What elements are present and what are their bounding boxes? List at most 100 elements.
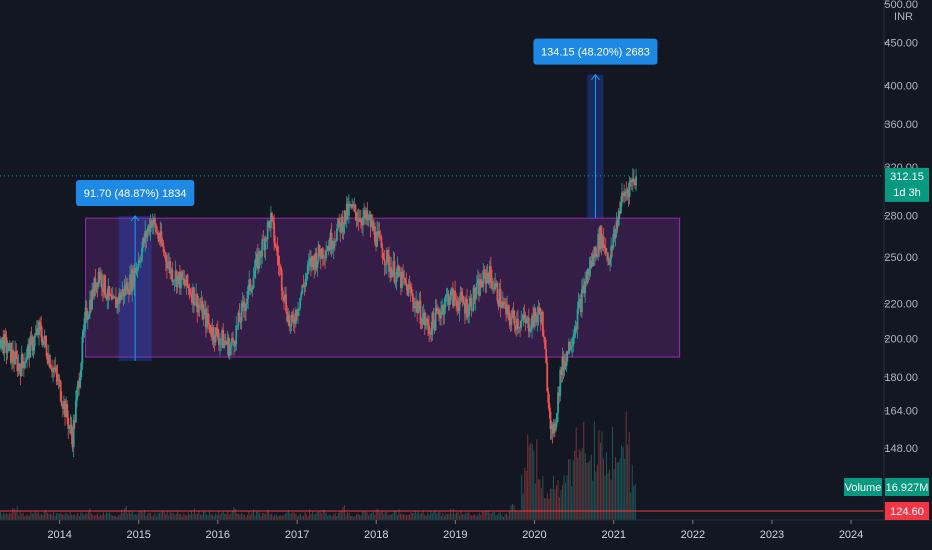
volume-bar (566, 475, 568, 520)
volume-bar (622, 447, 624, 520)
candle-body (370, 220, 373, 227)
volume-bar (230, 513, 232, 520)
volume-bar (242, 514, 244, 520)
volume-bar (433, 511, 435, 520)
candle-body (237, 312, 240, 326)
volume-bar (334, 513, 336, 520)
candle-body (322, 248, 324, 259)
candle-body (430, 331, 433, 335)
volume-bar (474, 514, 476, 520)
candle-body (411, 293, 414, 302)
volume-bar (160, 512, 162, 520)
candle-body (539, 312, 542, 323)
candle-body (567, 341, 570, 354)
candle-body (552, 423, 555, 434)
candle-body (307, 262, 310, 265)
candle-body (566, 351, 569, 354)
volume-bar (616, 462, 618, 520)
y-tick-label: 500.00 (884, 0, 918, 11)
candle-body (161, 243, 164, 246)
volume-bar (245, 516, 247, 520)
candle-body (113, 297, 116, 299)
candle-body (148, 225, 151, 232)
candle-body (331, 248, 334, 250)
candle-body (119, 292, 122, 301)
candle-body (424, 322, 427, 326)
candle-body (120, 294, 123, 301)
candle-body (558, 392, 561, 396)
candle-body (99, 273, 102, 280)
candle-body (147, 225, 150, 232)
volume-bar (390, 514, 392, 520)
y-tick-label: 164.00 (884, 406, 918, 418)
volume-bar (522, 493, 524, 520)
volume-bar (578, 449, 580, 520)
volume-bar (602, 458, 604, 520)
candle-body (439, 314, 441, 319)
candle-body (537, 307, 540, 315)
volume-bar (530, 442, 532, 520)
volume-bar (342, 507, 344, 520)
candle-body (484, 272, 487, 284)
candle-body (588, 267, 591, 276)
candle-body (93, 278, 96, 297)
volume-bar (290, 513, 292, 520)
volume-bar (618, 462, 620, 520)
volume-bar (431, 513, 433, 520)
candle-body (499, 289, 502, 308)
candle-body (169, 261, 172, 274)
time-axis[interactable] (0, 520, 932, 550)
volume-bar (234, 509, 236, 520)
volume-bar (69, 511, 71, 520)
volume-bar (562, 485, 564, 520)
volume-bar (15, 512, 17, 520)
candle-body (444, 296, 447, 308)
candle-body (469, 297, 472, 304)
candle-body (450, 288, 453, 291)
volume-bar (78, 515, 80, 520)
price-axis[interactable] (884, 0, 932, 520)
candle-body (272, 216, 274, 223)
candle-body (597, 234, 600, 256)
candle-body (249, 279, 252, 291)
candle-body (620, 202, 622, 214)
volume-bar (59, 513, 61, 520)
candle-body (462, 302, 465, 305)
candle-body (215, 327, 218, 329)
volume-bar (451, 513, 453, 520)
volume-bar (187, 512, 189, 520)
volume-bar (512, 504, 514, 520)
candle-body (461, 295, 464, 303)
volume-bar (259, 513, 261, 520)
volume-bar (478, 512, 480, 520)
volume-bar (36, 512, 38, 520)
candle-body (219, 341, 221, 345)
volume-bar (396, 515, 398, 520)
candle-body (30, 336, 33, 338)
candle-body (320, 248, 323, 259)
volume-bar (21, 513, 23, 520)
candle-body (561, 357, 564, 376)
candle-body (35, 328, 38, 334)
candle-body (58, 379, 61, 382)
candle-body (453, 290, 455, 306)
volume-bar (495, 515, 497, 520)
candle-body (452, 288, 454, 306)
volume-bar (219, 514, 221, 520)
candle-body (362, 216, 364, 226)
volume-bar (418, 511, 420, 520)
candle-body (364, 210, 367, 219)
candle-body (366, 210, 369, 221)
volume-bar (377, 508, 379, 520)
candle-body (569, 341, 571, 350)
candle-body (363, 210, 365, 217)
volume-bar (437, 512, 439, 520)
x-tick-label: 2018 (364, 529, 388, 541)
candle-body (564, 361, 567, 366)
candle-body (562, 357, 565, 371)
candle-body (455, 299, 458, 301)
candle-body (495, 282, 498, 284)
candle-body (631, 178, 634, 183)
